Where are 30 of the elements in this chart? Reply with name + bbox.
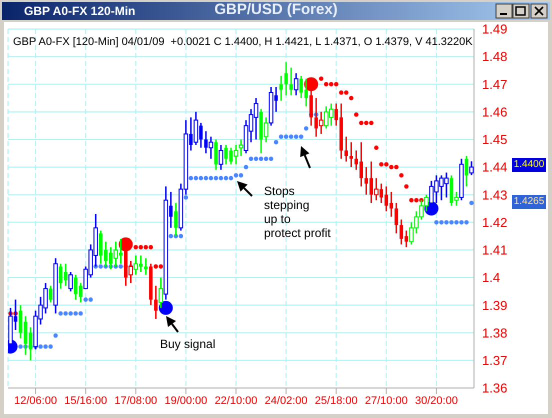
text: 1.4400 — [512, 158, 546, 172]
text: GBP A0-FX 120-Min — [24, 4, 136, 18]
y-tick-label: 1.36 — [482, 380, 508, 396]
x-tick-label: 15/16:00 — [64, 394, 108, 407]
y-tick-label: 1.44 — [482, 160, 508, 175]
annotation: Buy signal — [160, 337, 216, 351]
y-tick-label: 1.41 — [482, 242, 508, 258]
y-tick-label: 1.38 — [482, 325, 508, 340]
x-tick-label: 30/20:00 — [415, 394, 458, 407]
y-tick-label: 1.48 — [482, 49, 508, 64]
x-tick-label: 25/18:00 — [314, 394, 358, 407]
y-tick-label: 1.47 — [482, 76, 508, 92]
y-tick-label: 1.43 — [482, 187, 508, 202]
x-tick-label: 12/06:00 — [14, 394, 57, 407]
chart-title: GBP/USD (Forex) — [214, 1, 338, 18]
y-tick-label: 1.4 — [482, 270, 500, 286]
text: 1.4265 — [512, 195, 546, 209]
y-tick-label: 1.45 — [482, 132, 508, 148]
annotation: Stops stepping up to protect profit — [264, 184, 331, 240]
x-tick-label: 17/08:00 — [114, 394, 158, 407]
x-tick-label: 19/00:00 — [164, 394, 208, 407]
x-tick-label: 24/02:00 — [264, 394, 308, 407]
x-tick-label: 27/10:00 — [364, 394, 408, 407]
text: GBP A0-FX [120-Min] 04/01/09 +0.0021 C 1.4400, H 1.4421, L 1.4371, O 1.4379, V 41.3220K — [13, 36, 473, 48]
y-tick-label: 1.42 — [482, 214, 508, 230]
y-tick-label: 1.39 — [482, 298, 508, 313]
x-tick-label: 22/10:00 — [214, 394, 258, 407]
y-tick-label: 1.49 — [482, 22, 508, 37]
y-tick-label: 1.37 — [482, 353, 508, 368]
y-tick-label: 1.46 — [482, 104, 508, 120]
